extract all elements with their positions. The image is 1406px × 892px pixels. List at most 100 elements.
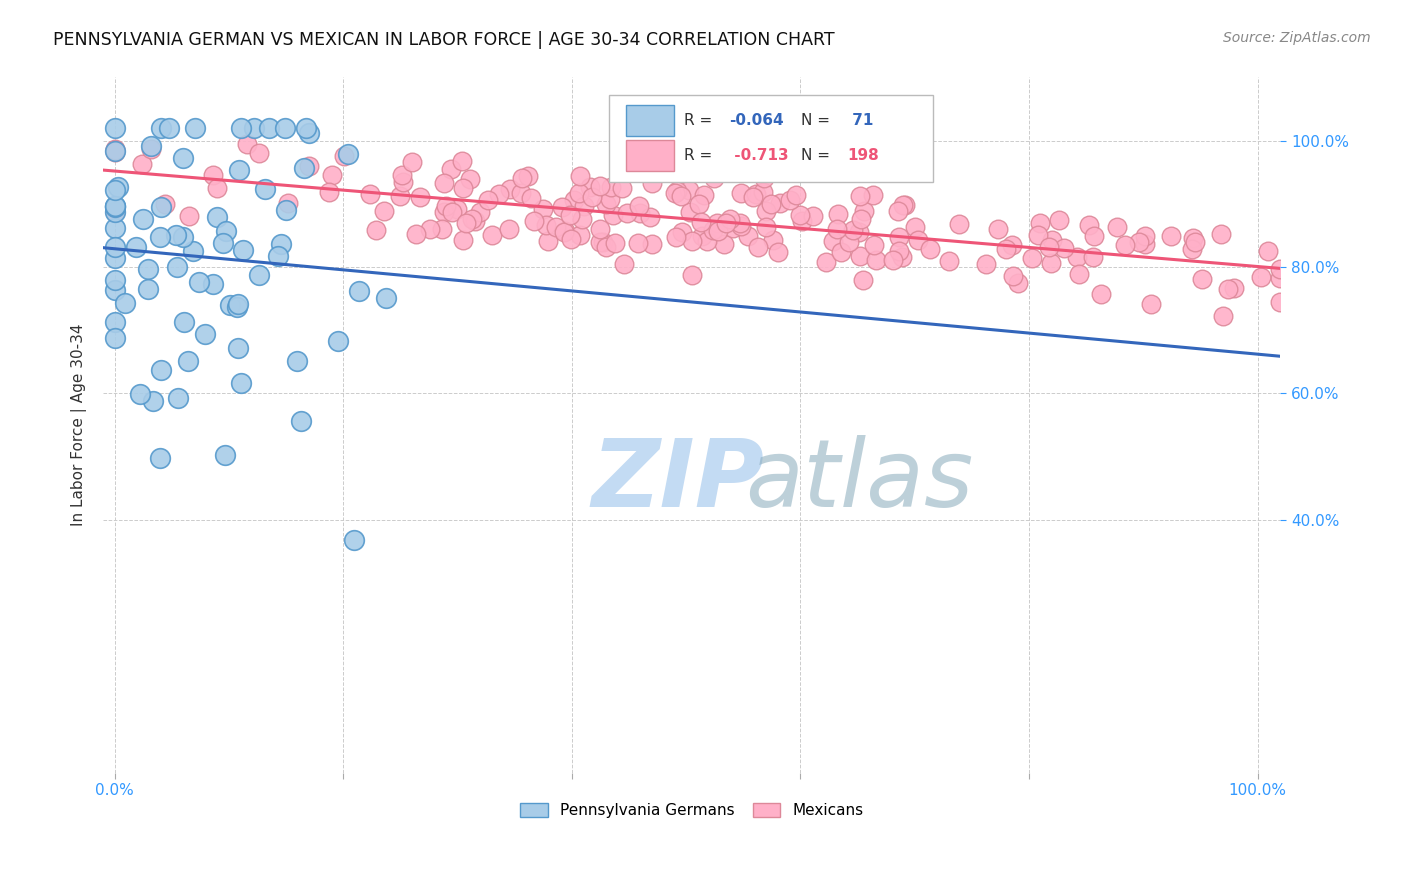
Point [891, 250, 914, 264]
Point [207, 181, 229, 195]
Point [1218, 282, 1240, 296]
Point [544, 219, 567, 234]
Point [842, 223, 865, 237]
Point [434, 199, 457, 213]
Point [562, 193, 585, 207]
Point [343, 533, 366, 547]
Point [104, 183, 127, 197]
Text: ZIP: ZIP [592, 434, 765, 526]
Point [894, 198, 917, 212]
Point [849, 211, 872, 226]
Point [987, 222, 1010, 236]
Point [1212, 309, 1234, 323]
Point [830, 244, 852, 259]
Point [149, 121, 172, 136]
Point [232, 243, 254, 257]
Point [173, 315, 195, 329]
Point [1184, 235, 1206, 250]
Point [560, 232, 582, 246]
Point [184, 121, 207, 136]
Point [285, 353, 308, 368]
Point [389, 188, 412, 202]
Point [349, 284, 371, 298]
Point [1133, 236, 1156, 251]
Point [129, 386, 152, 401]
Point [470, 204, 492, 219]
Point [531, 202, 554, 216]
Point [464, 214, 486, 228]
Point [1090, 287, 1112, 301]
Point [257, 121, 280, 136]
Point [702, 222, 724, 236]
Point [1083, 229, 1105, 244]
Point [671, 189, 693, 203]
Point [318, 185, 340, 199]
Point [104, 331, 127, 345]
Point [721, 221, 744, 235]
Point [801, 210, 824, 224]
Point [157, 121, 180, 136]
Point [136, 282, 159, 296]
Point [769, 196, 792, 211]
Point [755, 219, 778, 234]
Point [419, 222, 441, 236]
Point [226, 341, 249, 355]
Point [1270, 271, 1292, 285]
Point [267, 249, 290, 263]
Point [938, 253, 960, 268]
Point [825, 222, 848, 236]
Point [1250, 269, 1272, 284]
Point [202, 168, 225, 182]
Point [602, 207, 624, 221]
Point [188, 275, 211, 289]
Point [792, 214, 814, 228]
Point [569, 169, 592, 183]
Point [172, 152, 194, 166]
Point [612, 181, 634, 195]
Point [104, 221, 127, 235]
Point [201, 277, 224, 291]
Point [401, 154, 423, 169]
Point [333, 149, 356, 163]
Point [510, 186, 533, 201]
Point [125, 240, 148, 254]
Point [107, 179, 129, 194]
Point [718, 212, 741, 227]
Point [104, 273, 127, 287]
Point [1107, 220, 1129, 235]
Point [948, 217, 970, 231]
Text: atlas: atlas [745, 435, 973, 526]
Point [595, 196, 617, 211]
Point [1128, 235, 1150, 250]
Point [274, 121, 297, 136]
Point [458, 172, 481, 186]
Point [247, 268, 270, 283]
Point [554, 224, 576, 238]
Point [231, 376, 253, 390]
Point [510, 171, 533, 186]
Point [671, 225, 693, 239]
Point [295, 121, 318, 136]
Point [1270, 262, 1292, 277]
Point [326, 334, 349, 349]
Point [205, 210, 228, 224]
Point [641, 176, 664, 190]
Point [681, 234, 703, 248]
Point [730, 186, 752, 200]
Point [1066, 250, 1088, 264]
Point [228, 162, 250, 177]
Point [1002, 268, 1025, 283]
Point [165, 228, 187, 243]
Point [321, 169, 343, 183]
Point [247, 145, 270, 160]
Point [641, 236, 664, 251]
Point [181, 244, 204, 258]
Point [172, 230, 194, 244]
Point [166, 391, 188, 405]
Point [523, 213, 546, 227]
Point [578, 179, 600, 194]
Point [451, 181, 474, 195]
Point [918, 242, 941, 256]
Point [1191, 272, 1213, 286]
Point [706, 216, 728, 230]
